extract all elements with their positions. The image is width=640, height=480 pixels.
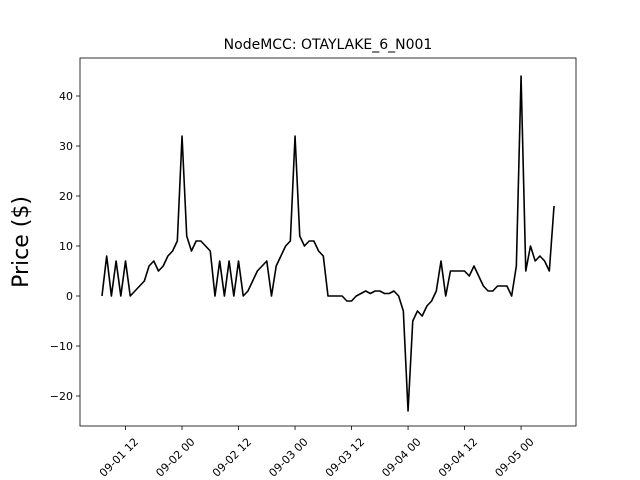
- y-tick-label: −20: [50, 390, 73, 403]
- chart-title: NodeMCC: OTAYLAKE_6_N001: [224, 37, 433, 53]
- plot-frame: [79, 57, 577, 427]
- y-axis-label: Price ($): [9, 196, 34, 288]
- y-tick-label: 40: [59, 90, 73, 103]
- y-tick-label: −10: [50, 340, 73, 353]
- y-tick-label: 10: [59, 240, 73, 253]
- y-tick-label: 20: [59, 190, 73, 203]
- y-tick-label: 30: [59, 140, 73, 153]
- y-tick-label: 0: [66, 290, 73, 303]
- data-line: [101, 75, 555, 412]
